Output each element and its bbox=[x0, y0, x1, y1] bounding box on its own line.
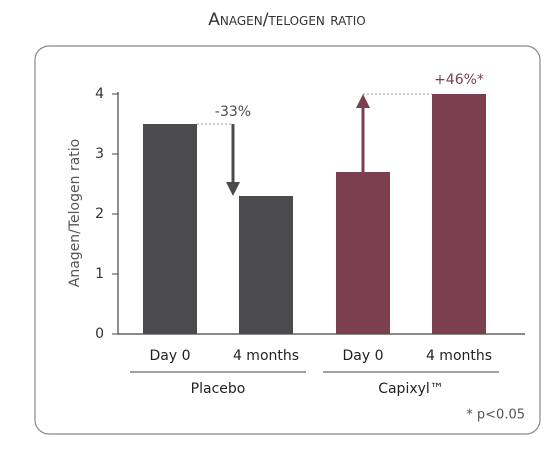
y-axis-label: Anagen/Telogen ratio bbox=[67, 139, 83, 287]
change-arrow-head bbox=[226, 182, 240, 196]
bar bbox=[432, 94, 486, 334]
change-label: -33% bbox=[215, 104, 251, 120]
group-label: Placebo bbox=[191, 381, 246, 397]
y-tick-label: 1 bbox=[95, 266, 104, 282]
x-tick-label: 4 months bbox=[233, 348, 299, 364]
x-tick-label: Day 0 bbox=[149, 348, 190, 364]
y-tick-label: 0 bbox=[95, 326, 104, 342]
chart-title: Anagen/telogen ratio bbox=[208, 10, 366, 30]
x-tick-label: 4 months bbox=[426, 348, 492, 364]
x-tick-label: Day 0 bbox=[342, 348, 383, 364]
frame bbox=[34, 45, 541, 435]
change-arrow-head bbox=[356, 94, 370, 108]
bar bbox=[239, 196, 293, 334]
bar bbox=[143, 124, 197, 334]
bar bbox=[336, 172, 390, 334]
group-label: Capixyl™ bbox=[378, 381, 444, 397]
y-tick-label: 3 bbox=[95, 146, 104, 162]
y-tick-label: 4 bbox=[95, 86, 104, 102]
change-label: +46%* bbox=[434, 72, 484, 88]
footnote: * p<0.05 bbox=[466, 408, 525, 423]
y-tick-label: 2 bbox=[95, 206, 104, 222]
